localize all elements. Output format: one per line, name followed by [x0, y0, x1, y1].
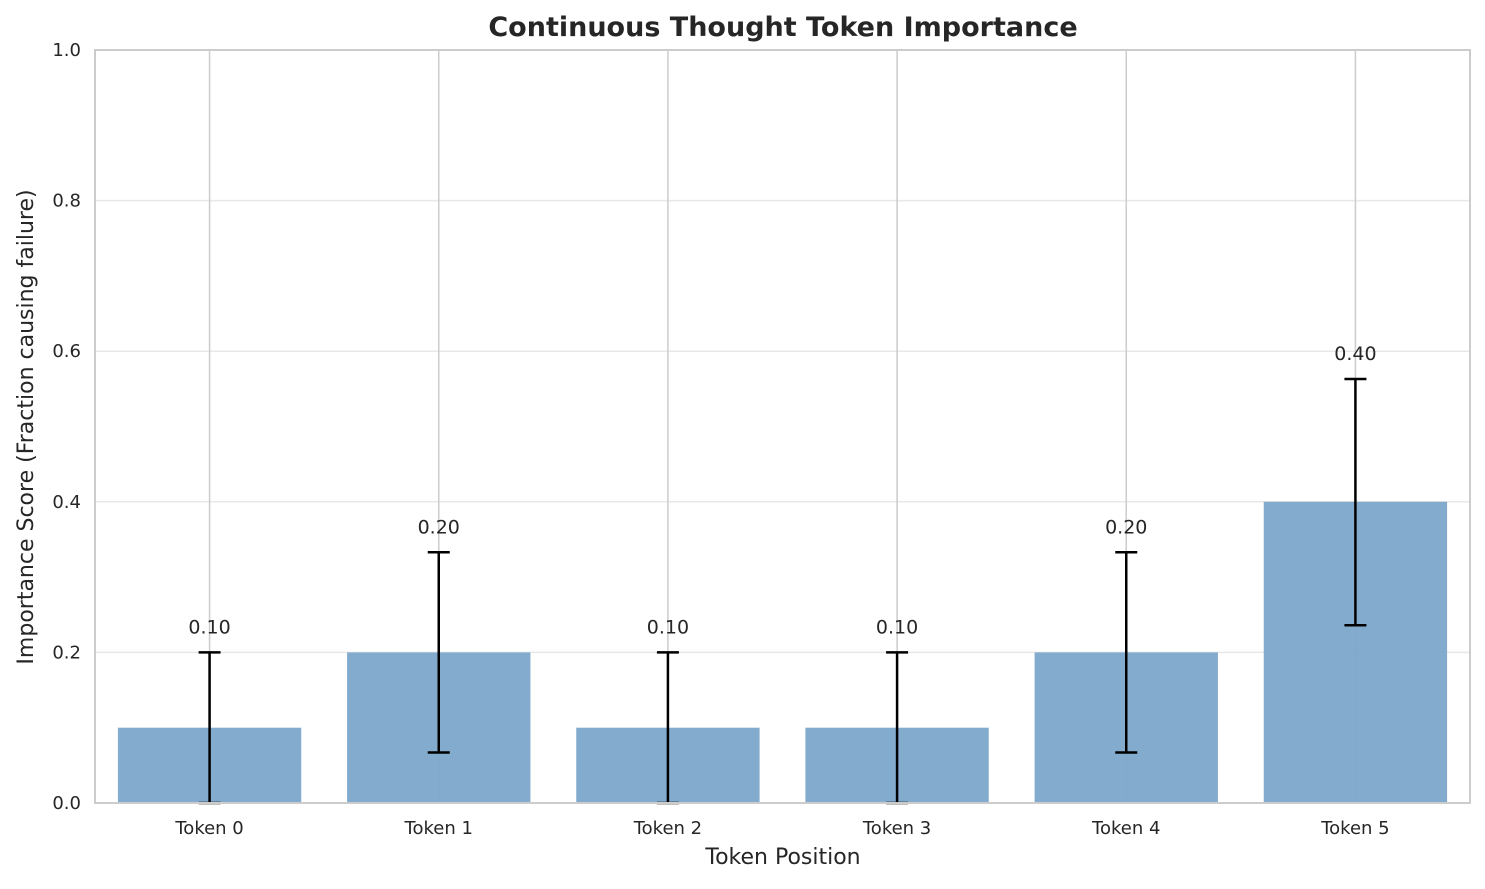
- y-tick-label: 0.6: [52, 341, 81, 362]
- axes-spines: [94, 49, 1471, 804]
- x-axis-label: Token Position: [704, 845, 860, 870]
- y-tick-label: 0.4: [52, 492, 81, 513]
- y-axis-label: Importance Score (Fraction causing failu…: [14, 189, 39, 664]
- error-bar-layer: [198, 377, 1367, 805]
- x-tick-label: Token 3: [862, 818, 931, 839]
- y-tick-label: 0.2: [52, 642, 81, 663]
- y-tick-label: 0.8: [52, 191, 81, 212]
- x-tick-label: Token 2: [633, 818, 702, 839]
- chart-title: Continuous Thought Token Importance: [488, 12, 1077, 43]
- data-value-label: 0.10: [876, 616, 918, 638]
- data-value-label: 0.10: [647, 616, 689, 638]
- data-value-label: 0.10: [188, 616, 230, 638]
- y-tick-label: 1.0: [52, 40, 81, 61]
- x-tick-label: Token 1: [404, 818, 473, 839]
- y-tick-labels: 0.0 0.2 0.4 0.6 0.8 1.0: [52, 40, 81, 814]
- axes-frame: [94, 49, 1471, 804]
- data-value-label: 0.20: [418, 516, 460, 538]
- x-tick-label: Token 5: [1320, 818, 1389, 839]
- value-labels: 0.10 0.20 0.10 0.10 0.20 0.40: [188, 343, 1376, 638]
- x-tick-labels: Token 0 Token 1 Token 2 Token 3 Token 4 Token…: [174, 818, 1389, 839]
- data-value-label: 0.40: [1334, 343, 1376, 365]
- y-tick-label: 0.0: [52, 793, 81, 814]
- x-tick-label: Token 4: [1091, 818, 1160, 839]
- x-tick-label: Token 0: [174, 818, 243, 839]
- data-value-label: 0.20: [1105, 516, 1147, 538]
